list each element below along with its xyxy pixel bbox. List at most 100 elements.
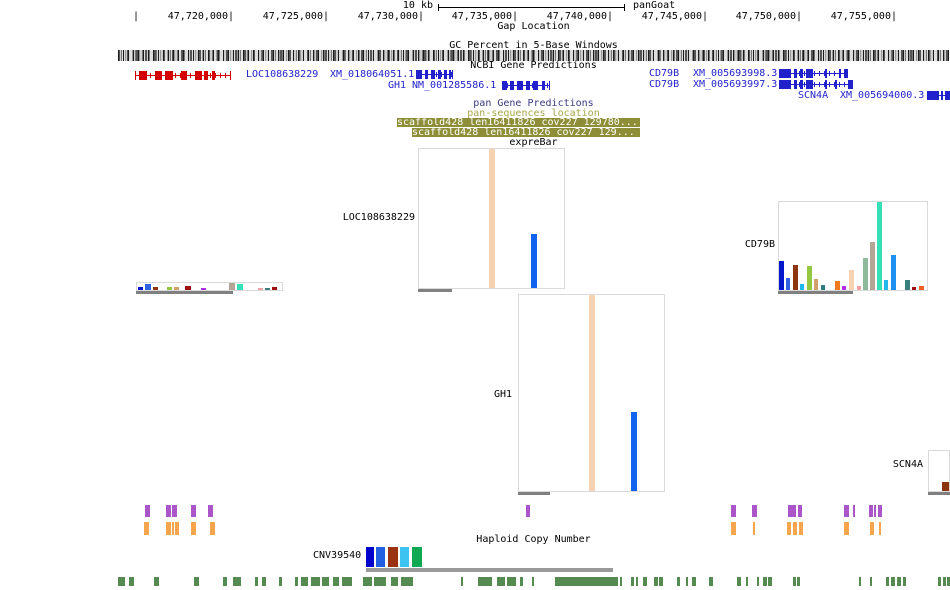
density-block[interactable] [118, 577, 125, 586]
haploid-tick-purple[interactable] [874, 505, 876, 517]
density-block[interactable] [279, 577, 282, 586]
haploid-tick-purple[interactable] [208, 505, 213, 517]
expression-bar[interactable] [863, 258, 868, 290]
density-block[interactable] [520, 577, 523, 586]
ruler-tick-label[interactable]: 47,730,000| [357, 11, 424, 22]
expression-bar[interactable] [942, 482, 949, 491]
cnv-segment[interactable] [376, 547, 385, 567]
density-block[interactable] [891, 577, 895, 586]
density-block[interactable] [620, 577, 622, 586]
haploid-tick-purple[interactable] [166, 505, 171, 517]
cnv-segment[interactable] [388, 547, 398, 567]
density-block[interactable] [897, 577, 901, 586]
haploid-tick-purple[interactable] [752, 505, 757, 517]
density-block[interactable] [643, 577, 647, 586]
haploid-tick-orange[interactable] [870, 522, 874, 535]
haploid-tick-purple[interactable] [853, 505, 855, 517]
density-block[interactable] [497, 577, 505, 586]
density-block[interactable] [903, 577, 906, 586]
haploid-tick-purple[interactable] [792, 505, 796, 517]
haploid-tick-orange[interactable] [210, 522, 215, 535]
density-block[interactable] [194, 577, 197, 586]
haploid-tick-orange[interactable] [793, 522, 797, 535]
ruler-tick-label[interactable]: 47,725,000| [262, 11, 329, 22]
scaffold-bar[interactable]: scaffold428_len16411826_cov227_129... [412, 128, 640, 137]
gene-label[interactable]: XM_005693997.3 [693, 79, 778, 90]
gc-percent-track[interactable] [118, 50, 949, 61]
density-block[interactable] [391, 577, 398, 586]
expression-chart[interactable] [778, 201, 928, 291]
gene-label[interactable]: CD79B [649, 68, 680, 79]
haploid-tick-purple[interactable] [788, 505, 792, 517]
density-block[interactable] [363, 577, 372, 586]
density-block[interactable] [507, 577, 516, 586]
expression-bar[interactable] [870, 242, 875, 290]
gene-label[interactable]: CD79B [649, 79, 680, 90]
expression-bar[interactable] [877, 202, 882, 290]
position-ruler[interactable]: | 47,720,000| 47,725,000| 47,730,000| 47,735… [0, 12, 950, 22]
density-block[interactable] [797, 577, 800, 586]
density-block[interactable] [709, 577, 713, 586]
expression-bar[interactable] [272, 287, 277, 290]
density-block[interactable] [255, 577, 258, 586]
ruler-tick-label[interactable]: 47,720,000| [167, 11, 234, 22]
haploid-tick-purple[interactable] [526, 505, 530, 517]
density-block[interactable] [870, 577, 872, 586]
density-block[interactable] [659, 577, 663, 586]
density-block[interactable] [859, 577, 861, 586]
expression-bar[interactable] [265, 288, 270, 290]
haploid-tick-purple[interactable] [172, 505, 177, 517]
haploid-tick-orange[interactable] [731, 522, 736, 535]
density-block[interactable] [461, 577, 463, 586]
gene-model[interactable] [779, 80, 853, 89]
density-block[interactable] [886, 577, 889, 586]
density-block[interactable] [311, 577, 320, 586]
density-block[interactable] [478, 577, 492, 586]
expression-bar[interactable] [891, 255, 896, 290]
haploid-tick-orange[interactable] [144, 522, 149, 535]
expression-bar[interactable] [842, 286, 846, 290]
density-block[interactable] [654, 577, 658, 586]
density-block[interactable] [692, 577, 696, 586]
gene-model[interactable] [135, 71, 231, 80]
expression-bar[interactable] [631, 412, 637, 491]
density-block[interactable] [401, 577, 413, 586]
density-block[interactable] [532, 577, 534, 586]
expression-bar[interactable] [793, 265, 798, 290]
gene-label[interactable]: GH1 [388, 80, 407, 91]
expression-bar[interactable] [174, 287, 179, 290]
haploid-tick-purple[interactable] [844, 505, 849, 517]
density-block[interactable] [322, 577, 329, 586]
expression-bar[interactable] [835, 281, 840, 290]
expression-bar[interactable] [185, 286, 191, 290]
cnv-segment[interactable] [400, 547, 409, 567]
density-block[interactable] [301, 577, 308, 586]
expression-bar[interactable] [138, 287, 143, 290]
haploid-tick-orange[interactable] [787, 522, 791, 535]
scaffold-bar[interactable]: scaffold428_len16411826_cov227_129780... [397, 118, 640, 127]
expression-bar[interactable] [919, 286, 924, 290]
density-block[interactable] [154, 577, 159, 586]
ruler-tick-label[interactable]: 47,755,000| [830, 11, 897, 22]
haploid-tick-orange[interactable] [844, 522, 849, 535]
expression-chart[interactable] [518, 294, 665, 492]
expression-bar[interactable] [884, 280, 888, 290]
ruler-tick-label[interactable]: 47,740,000| [546, 11, 613, 22]
density-block[interactable] [129, 577, 134, 586]
ruler-tick-label[interactable]: 47,750,000| [735, 11, 802, 22]
density-block[interactable] [197, 577, 199, 586]
ruler-tick-label[interactable]: | [132, 11, 139, 22]
expression-bar[interactable] [807, 266, 812, 290]
haploid-tick-orange[interactable] [753, 522, 755, 535]
density-block[interactable] [295, 577, 298, 586]
expression-bar[interactable] [912, 287, 916, 290]
haploid-tick-purple[interactable] [869, 505, 873, 517]
expression-chart[interactable] [418, 148, 565, 289]
expression-bar[interactable] [489, 149, 495, 288]
density-block[interactable] [677, 577, 680, 586]
expression-bar[interactable] [153, 287, 158, 290]
haploid-tick-purple[interactable] [878, 505, 882, 517]
expression-bar[interactable] [821, 285, 825, 290]
gene-model[interactable] [502, 81, 550, 90]
density-block[interactable] [947, 577, 950, 586]
